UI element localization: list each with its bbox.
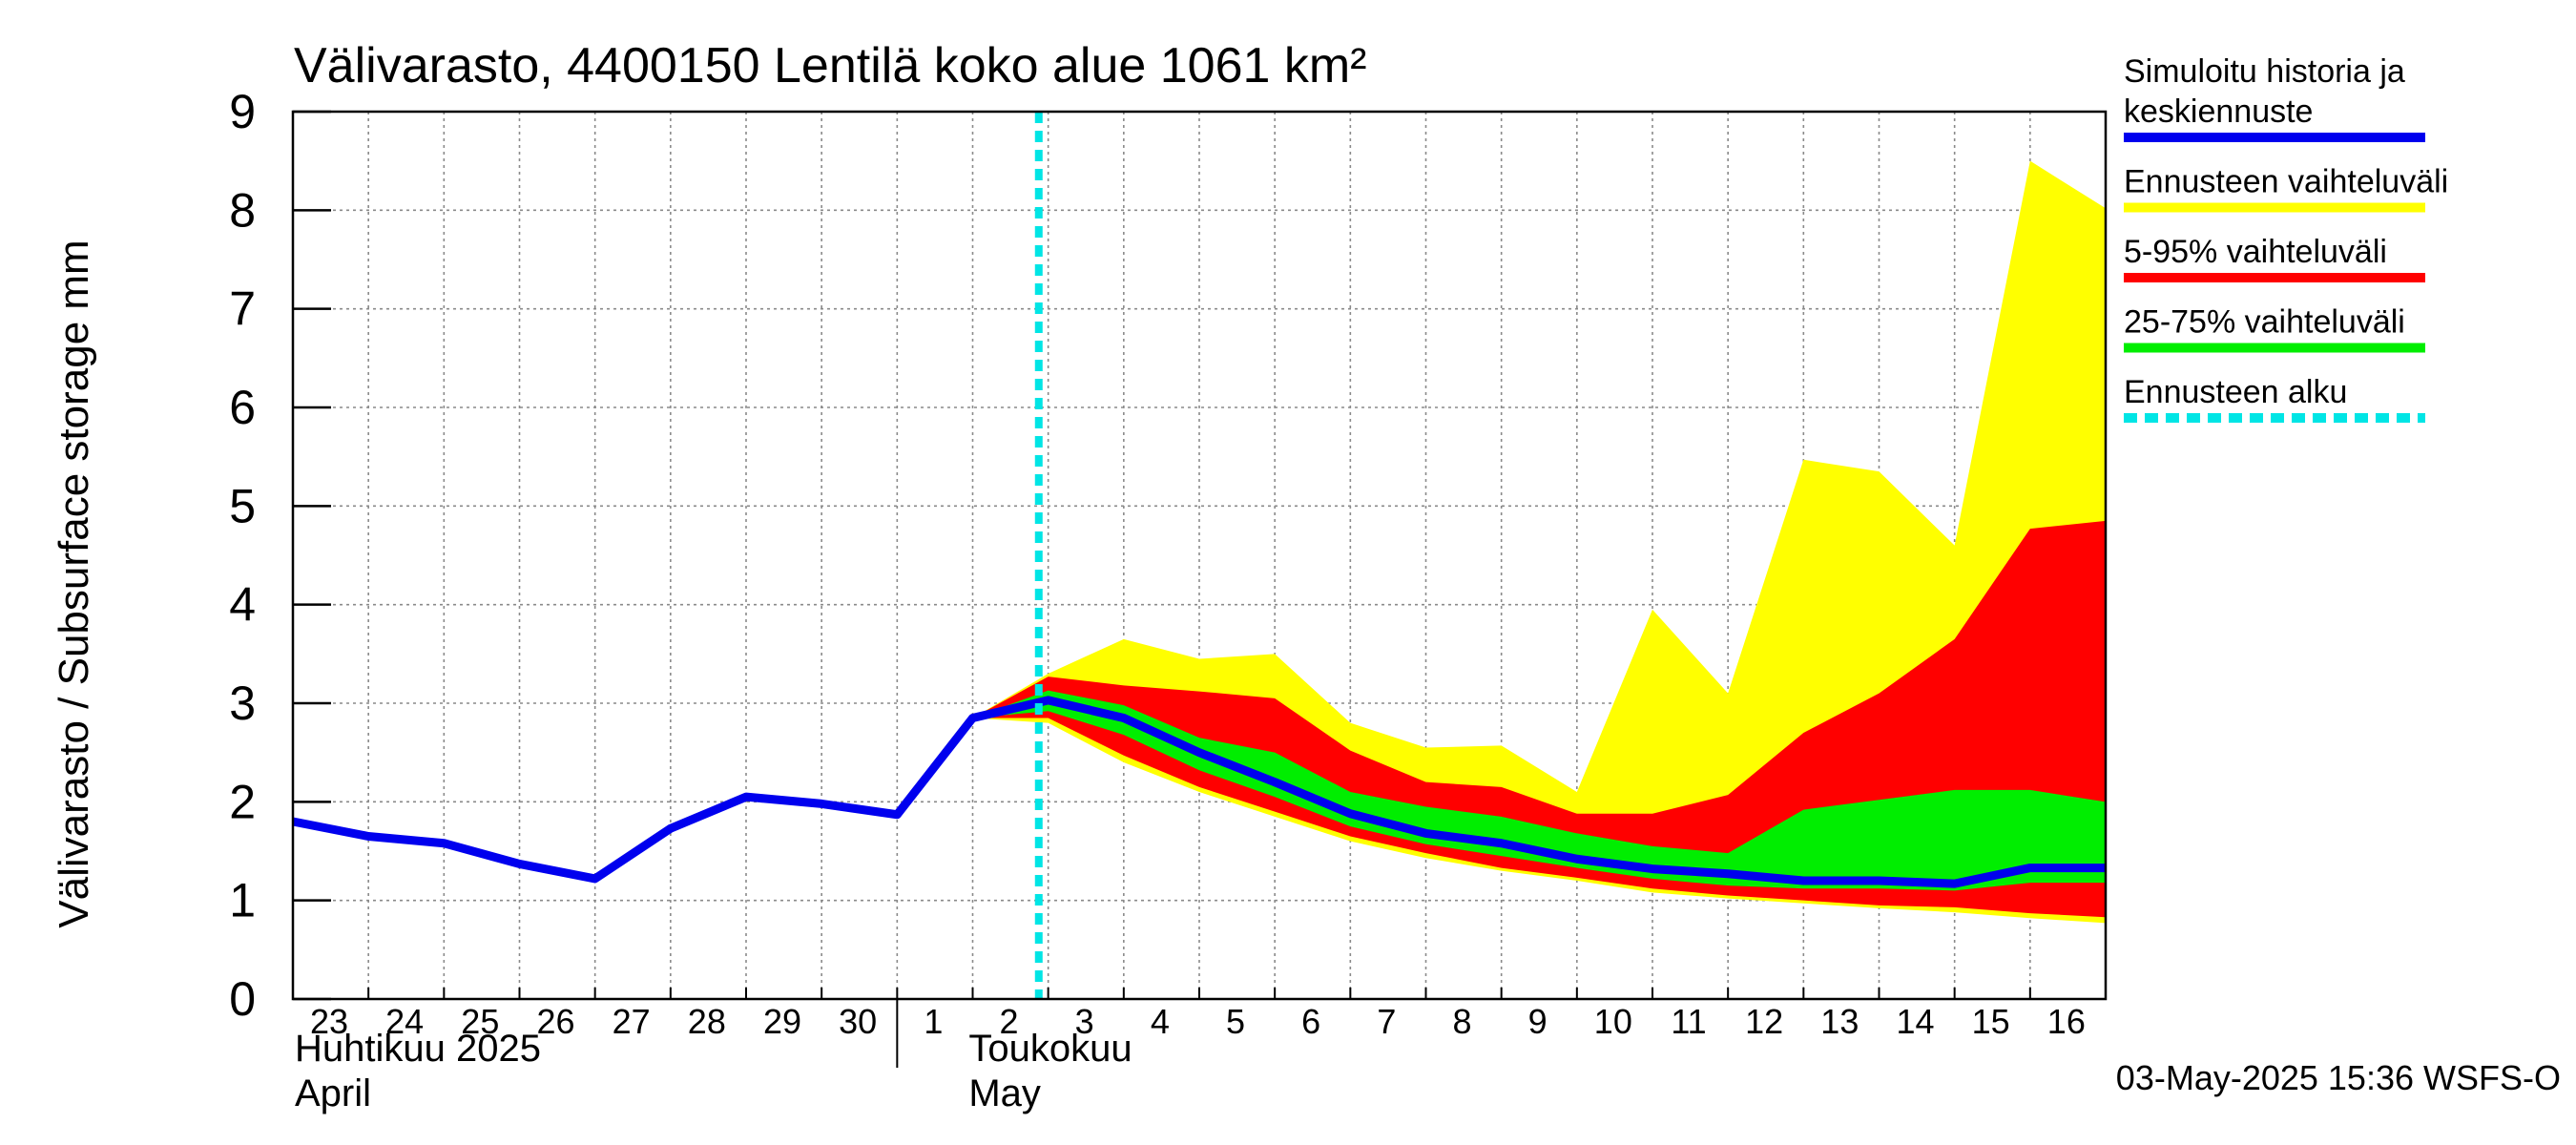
x-tick-label: 23 [310, 1002, 348, 1041]
legend-label: keskiennuste [2124, 94, 2313, 130]
x-tick-label: 9 [1528, 1002, 1548, 1041]
month-label-en: April [295, 1072, 371, 1114]
forecast-bands [972, 160, 2106, 924]
y-tick-label: 7 [229, 282, 256, 336]
x-tick-label: 13 [1820, 1002, 1859, 1041]
y-tick-label: 0 [229, 972, 256, 1026]
x-tick-label: 1 [924, 1002, 943, 1041]
legend-label: 25-75% vaihteluväli [2124, 304, 2405, 341]
x-tick-label: 8 [1452, 1002, 1471, 1041]
y-tick-label: 9 [229, 85, 256, 138]
y-tick-label: 4 [229, 578, 256, 632]
month-label-fi: Toukokuu [968, 1028, 1132, 1070]
x-tick-label: 16 [2047, 1002, 2086, 1041]
legend-label: Ennusteen vaihteluväli [2124, 164, 2448, 200]
x-tick-label: 29 [763, 1002, 801, 1041]
x-tick-label: 25 [461, 1002, 499, 1041]
x-tick-label: 6 [1301, 1002, 1320, 1041]
x-tick-label: 5 [1226, 1002, 1245, 1041]
y-axis: 0 1 2 3 4 5 6 7 8 9 [229, 85, 331, 1026]
x-tick-label: 30 [839, 1002, 877, 1041]
x-tick-label: 28 [688, 1002, 726, 1041]
grid [293, 112, 2106, 999]
month-label-en: May [968, 1072, 1041, 1114]
footer-timestamp: 03-May-2025 15:36 WSFS-O [2116, 1058, 2561, 1097]
series-line-mean [292, 696, 2106, 888]
series-lines [292, 696, 2106, 888]
x-tick-label: 2 [999, 1002, 1018, 1041]
x-tick-label: 11 [1671, 1002, 1706, 1041]
x-tick-label: 7 [1377, 1002, 1396, 1041]
legend-label: 5-95% vaihteluväli [2124, 234, 2387, 270]
y-tick-label: 5 [229, 479, 256, 532]
y-tick-label: 1 [229, 874, 256, 927]
y-tick-label: 2 [229, 775, 256, 828]
legend: Simuloitu historia ja keskiennuste Ennuste… [2124, 53, 2448, 423]
x-tick-label: 10 [1594, 1002, 1632, 1041]
legend-label: Ennusteen alku [2124, 374, 2347, 410]
x-tick-label: 27 [613, 1002, 651, 1041]
x-axis: 23 24 25 26 27 28 29 30 1 2 3 4 5 6 7 8 9 10 11 12 13 14 15 16H… [292, 988, 2086, 1114]
x-tick-label: 14 [1896, 1002, 1934, 1041]
chart-title: Välivarasto, 4400150 Lentilä koko alue 1… [294, 38, 1367, 94]
band-25-75-vaihteluv-li [972, 690, 2106, 891]
x-tick-label: 15 [1972, 1002, 2010, 1041]
x-tick-label: 26 [536, 1002, 574, 1041]
y-axis-label: Välivarasto / Subsurface storage mm [51, 239, 97, 927]
y-tick-label: 6 [229, 381, 256, 434]
y-tick-label: 8 [229, 183, 256, 237]
legend-label: Simuloitu historia ja [2124, 53, 2405, 90]
x-tick-label: 4 [1151, 1002, 1170, 1041]
month-label-fi: Huhtikuu 2025 [295, 1028, 541, 1070]
y-tick-label: 3 [229, 677, 256, 730]
x-tick-label: 3 [1075, 1002, 1094, 1041]
x-tick-label: 12 [1745, 1002, 1783, 1041]
x-tick-label: 24 [385, 1002, 424, 1041]
